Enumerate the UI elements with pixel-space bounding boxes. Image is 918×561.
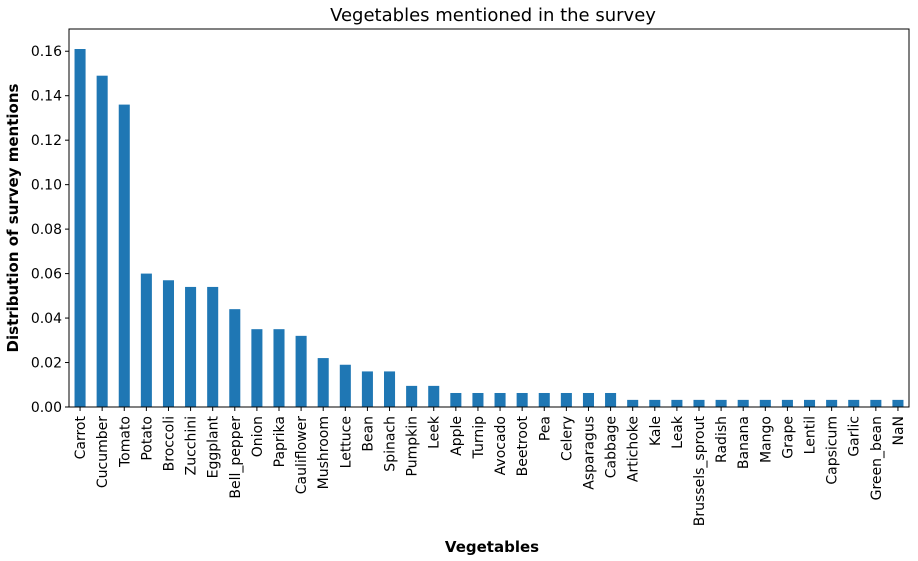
x-tick-label: Radish: [714, 416, 730, 463]
x-tick-label: Grape: [780, 416, 796, 459]
y-tick-label: 0.02: [31, 356, 62, 372]
x-tick-label: Garlic: [847, 416, 863, 457]
y-tick-label: 0.14: [31, 89, 62, 105]
y-tick-label: 0.08: [31, 222, 62, 238]
x-tick-label: Bean: [360, 416, 376, 452]
bar-banana: [737, 399, 749, 407]
bar-mango: [759, 399, 771, 407]
x-tick-label: Avocado: [493, 416, 509, 475]
x-tick-label: Bell_pepper: [228, 416, 244, 499]
bar-nan: [892, 399, 904, 407]
bar-eggplant: [207, 286, 219, 407]
x-tick-label: Artichoke: [626, 416, 642, 482]
bar-capsicum: [826, 399, 838, 407]
y-tick-label: 0.04: [31, 311, 62, 327]
x-tick-label: Leek: [427, 415, 443, 449]
x-tick-label: Carrot: [73, 415, 89, 459]
x-tick-label: Pumpkin: [405, 416, 421, 476]
y-tick-label: 0.10: [31, 178, 62, 194]
bar-grape: [781, 399, 793, 407]
x-tick-label: Cabbage: [604, 416, 620, 478]
x-axis: Carrot Cucumber Tomato Potato Broccoli Zucchi…: [73, 407, 907, 526]
x-tick-label: Onion: [250, 416, 266, 457]
bar-cabbage: [605, 392, 617, 407]
x-tick-label: Brussels_sprout: [692, 416, 708, 527]
bar-leek: [428, 385, 440, 407]
y-axis: 0.00 0.02 0.04 0.06 0.08 0.10 0.12 0.14 0.16: [31, 44, 69, 416]
bar-mushroom: [317, 358, 329, 407]
x-tick-label: Tomato: [117, 416, 133, 468]
x-tick-label: Capsicum: [825, 416, 841, 485]
bar-asparagus: [582, 392, 594, 407]
x-tick-label: Cucumber: [95, 416, 111, 488]
x-tick-label: Mushroom: [316, 416, 332, 489]
chart-title: Vegetables mentioned in the survey: [330, 5, 656, 26]
x-tick-label: Lettuce: [338, 416, 354, 468]
x-tick-label: Zucchini: [184, 416, 200, 475]
x-tick-label: NaN: [891, 416, 907, 446]
bar-cauliflower: [295, 335, 307, 407]
x-tick-label: Paprika: [272, 416, 288, 467]
bar-lettuce: [339, 364, 351, 407]
bar-apple: [450, 392, 462, 407]
x-tick-label: Mango: [758, 416, 774, 463]
bar-artichoke: [627, 399, 639, 407]
bar-zucchini: [185, 286, 197, 407]
x-tick-label: Turnip: [471, 416, 487, 460]
bar-cucumber: [96, 75, 108, 407]
x-tick-label: Celery: [559, 416, 575, 461]
y-tick-label: 0.16: [31, 44, 62, 60]
bar-brussels-sprout: [693, 399, 705, 407]
x-tick-label: Spinach: [383, 416, 399, 472]
bar-radish: [715, 399, 727, 407]
bar-onion: [251, 329, 263, 407]
bars: [74, 49, 904, 407]
x-tick-label: Potato: [139, 416, 155, 461]
bar-green-bean: [870, 399, 882, 407]
y-tick-label: 0.06: [31, 267, 62, 283]
bar-lentil: [804, 399, 816, 407]
y-tick-label: 0.12: [31, 133, 62, 149]
x-tick-label: Beetroot: [515, 415, 531, 476]
plot-frame: [68, 28, 910, 408]
y-tick-label: 0.00: [31, 400, 62, 416]
bar-broccoli: [162, 280, 174, 407]
x-tick-label: Leak: [670, 415, 686, 449]
bar-carrot: [74, 49, 86, 407]
bar-bell-pepper: [229, 309, 241, 407]
bar-avocado: [494, 392, 506, 407]
x-tick-label: Pea: [537, 416, 553, 441]
y-axis-title: Distribution of survey mentions: [4, 83, 22, 352]
bar-potato: [140, 273, 152, 407]
x-axis-title: Vegetables: [445, 538, 539, 556]
x-tick-label: Green_bean: [869, 416, 885, 500]
bar-kale: [649, 399, 661, 407]
x-tick-label: Asparagus: [581, 416, 597, 490]
x-tick-label: Lentil: [803, 416, 819, 454]
x-tick-label: Kale: [648, 416, 664, 446]
x-tick-label: Banana: [736, 416, 752, 469]
bar-spinach: [384, 371, 396, 407]
bar-garlic: [848, 399, 860, 407]
x-tick-label: Apple: [449, 416, 465, 456]
bar-pea: [538, 392, 550, 407]
x-tick-label: Broccoli: [161, 416, 177, 471]
bar-turnip: [472, 392, 484, 407]
bar-paprika: [273, 329, 285, 407]
x-tick-label: Eggplant: [206, 415, 222, 478]
bar-celery: [560, 392, 572, 407]
x-tick-label: Cauliflower: [294, 416, 310, 494]
bar-bean: [361, 371, 373, 407]
bar-beetroot: [516, 392, 528, 407]
bar-leak: [671, 399, 683, 407]
bar-pumpkin: [406, 385, 418, 407]
bar-tomato: [118, 104, 130, 407]
